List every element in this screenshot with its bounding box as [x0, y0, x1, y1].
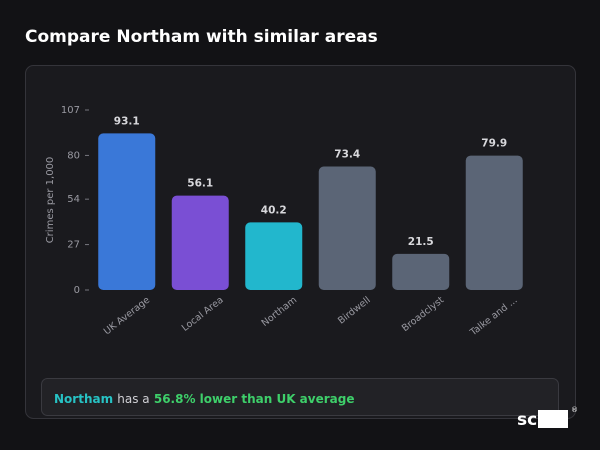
y-tick-label: 27 — [67, 240, 80, 251]
bar — [245, 222, 303, 290]
summary-box — [41, 378, 559, 416]
bar — [98, 133, 156, 290]
y-tick-label: 80 — [67, 150, 80, 161]
bar — [465, 155, 523, 290]
summary: Northam has a 56.8% lower than UK averag… — [54, 392, 354, 406]
y-tick-label: 107 — [61, 105, 80, 116]
y-tick-label: 54 — [67, 194, 80, 205]
y-axis-label: Crimes per 1,000 — [45, 157, 56, 244]
bar — [318, 166, 376, 290]
page-title: Compare Northam with similar areas — [25, 27, 378, 47]
value-label: 40.2 — [261, 204, 287, 216]
summary-text: has a — [117, 392, 149, 406]
value-label: 56.1 — [187, 178, 213, 190]
logo: scOS — [517, 410, 564, 430]
summary-area: Northam — [54, 392, 113, 406]
value-label: 73.4 — [334, 149, 360, 161]
value-label: 79.9 — [481, 138, 507, 150]
bar — [392, 253, 450, 290]
logo-box — [538, 410, 568, 428]
y-tick-label: 0 — [74, 285, 80, 296]
bar — [171, 195, 229, 290]
summary-highlight: 56.8% lower than UK average — [154, 392, 355, 406]
logo-mark: ® — [571, 406, 578, 414]
value-label: 93.1 — [114, 115, 140, 127]
value-label: 21.5 — [408, 236, 434, 248]
